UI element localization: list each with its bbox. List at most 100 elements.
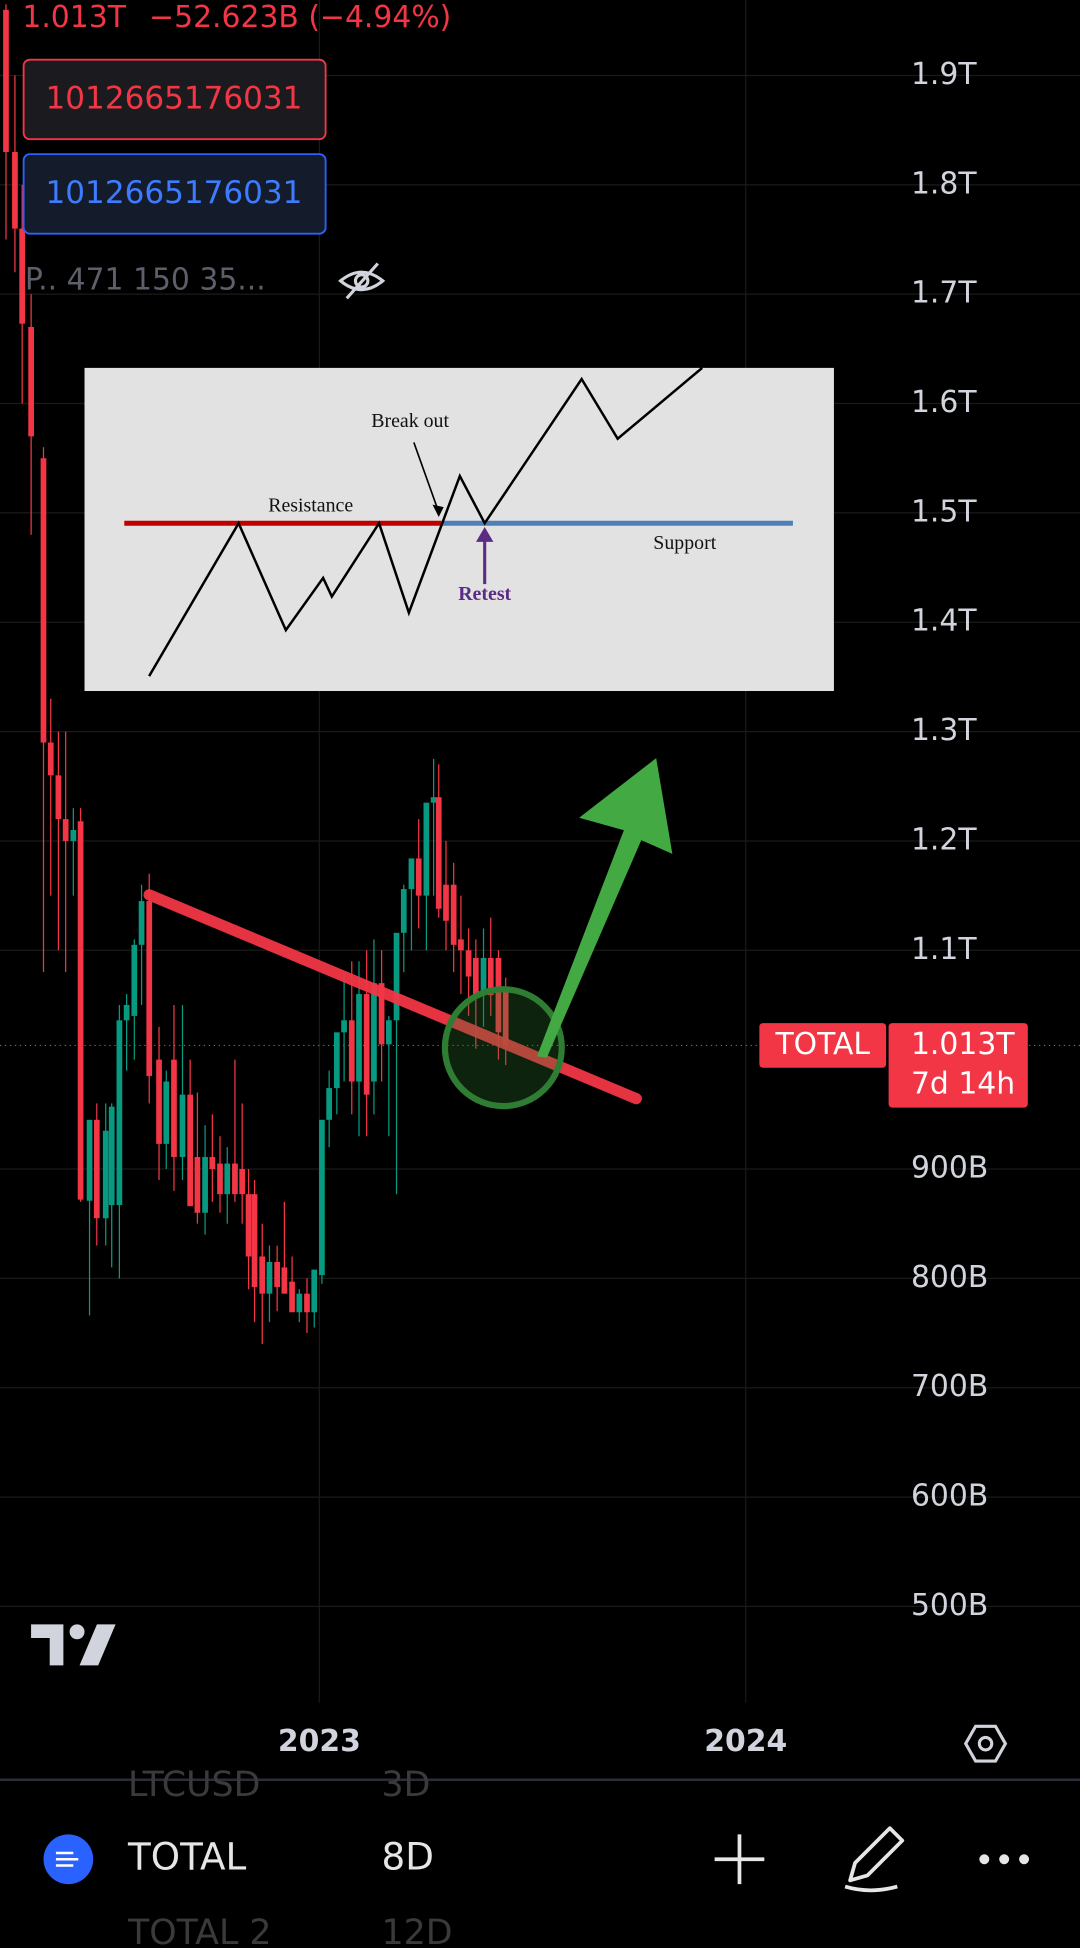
candle-body bbox=[311, 1269, 318, 1313]
candle-body bbox=[55, 775, 62, 820]
candle-body bbox=[40, 458, 47, 743]
candle-body bbox=[385, 1020, 392, 1045]
inset-background bbox=[84, 367, 834, 692]
price-badge-label: 1.013T bbox=[911, 1027, 1015, 1062]
candle-body bbox=[341, 1020, 347, 1033]
breakout-arrow bbox=[413, 442, 440, 513]
candle-body bbox=[289, 1281, 295, 1313]
symbol-badge bbox=[759, 1023, 887, 1068]
candle-body bbox=[93, 1119, 100, 1219]
more-button[interactable] bbox=[979, 1854, 1030, 1865]
candle-body bbox=[245, 1194, 252, 1257]
candle-body bbox=[487, 957, 494, 996]
settings-hexagon[interactable] bbox=[963, 1724, 1008, 1763]
candle-body bbox=[251, 1194, 258, 1288]
next-symbol[interactable]: TOTAL 2 bbox=[127, 1913, 272, 1948]
candle-body bbox=[202, 1156, 208, 1213]
prev-symbol[interactable]: LTCUSD bbox=[128, 1765, 260, 1805]
settings-center[interactable] bbox=[977, 1735, 994, 1752]
candle-body bbox=[430, 797, 437, 803]
candle-body bbox=[12, 152, 18, 229]
pen-stroke[interactable] bbox=[844, 1884, 898, 1893]
add-button[interactable] bbox=[714, 1834, 765, 1885]
candle-body bbox=[356, 994, 362, 1082]
candle-body bbox=[116, 1020, 123, 1206]
candle-body bbox=[156, 1059, 162, 1144]
candle-body bbox=[423, 802, 430, 896]
y-tick-label: 1.2T bbox=[911, 822, 977, 857]
candle-body bbox=[333, 1032, 340, 1089]
buy-price[interactable]: 1012665176031 bbox=[46, 175, 303, 211]
header-change: −52.623B (−4.94%) bbox=[149, 0, 451, 35]
candle-body bbox=[495, 957, 502, 1033]
candle-body bbox=[19, 228, 26, 324]
more-dot[interactable] bbox=[999, 1854, 1010, 1865]
buy-button[interactable] bbox=[22, 153, 327, 235]
more-dot[interactable] bbox=[1019, 1854, 1030, 1865]
symbol-badge-label: TOTAL bbox=[774, 1027, 870, 1062]
header-price: 1.013T bbox=[22, 0, 126, 35]
y-tick-label: 1.4T bbox=[911, 604, 977, 639]
candle-body bbox=[239, 1169, 246, 1195]
candle-body bbox=[296, 1293, 303, 1313]
y-tick-label: 700B bbox=[911, 1369, 988, 1404]
interval[interactable]: 8D bbox=[382, 1835, 434, 1879]
next-interval[interactable]: 12D bbox=[382, 1913, 453, 1948]
candle-body bbox=[443, 884, 449, 921]
retest-label: Retest bbox=[458, 583, 511, 605]
sell-price[interactable]: 1012665176031 bbox=[46, 80, 303, 116]
candle-body bbox=[47, 742, 54, 776]
candle-body bbox=[209, 1156, 216, 1170]
hide-icon[interactable] bbox=[338, 262, 386, 300]
candle-body bbox=[171, 1059, 177, 1157]
countdown-label: 7d 14h bbox=[911, 1067, 1015, 1102]
candle-body bbox=[274, 1261, 281, 1288]
y-tick-label: 500B bbox=[911, 1588, 988, 1623]
draw-button[interactable] bbox=[844, 1826, 905, 1893]
up-arrow bbox=[536, 758, 673, 1058]
x-tick-label: 2024 bbox=[704, 1724, 787, 1759]
y-tick-label: 900B bbox=[911, 1151, 988, 1186]
candle-body bbox=[179, 1094, 186, 1157]
logo-v bbox=[79, 1624, 116, 1666]
candles bbox=[0, 4, 1080, 1344]
candle-body bbox=[28, 326, 34, 437]
candle-body bbox=[224, 1163, 231, 1195]
sell-button[interactable] bbox=[22, 58, 327, 141]
indicator-values: P.. 471 150 35... bbox=[25, 262, 266, 297]
tradingview-logo bbox=[31, 1624, 116, 1666]
more-dot[interactable] bbox=[979, 1854, 990, 1865]
grid bbox=[0, 0, 1080, 1703]
candle-body bbox=[102, 1130, 109, 1219]
support-label: Support bbox=[653, 532, 716, 554]
symbol[interactable]: TOTAL bbox=[127, 1835, 246, 1879]
candle-body bbox=[62, 819, 69, 841]
y-tick-label: 1.7T bbox=[911, 276, 977, 311]
candle-body bbox=[217, 1163, 223, 1195]
candle-body bbox=[187, 1094, 194, 1207]
prev-interval[interactable]: 3D bbox=[382, 1765, 431, 1805]
candle-body bbox=[393, 932, 400, 1021]
eye-pupil[interactable] bbox=[353, 273, 370, 289]
y-tick-label: 1.6T bbox=[911, 385, 977, 420]
breakout-label: Break out bbox=[371, 410, 449, 432]
candle-body bbox=[259, 1256, 266, 1294]
resistance-label: Resistance bbox=[268, 495, 353, 517]
eye-outline[interactable] bbox=[338, 270, 386, 292]
pen-icon[interactable] bbox=[848, 1826, 905, 1883]
price-path bbox=[148, 366, 703, 677]
candle-body bbox=[232, 1163, 238, 1195]
logo-t bbox=[31, 1624, 64, 1666]
candle-body bbox=[123, 1004, 130, 1021]
symbol-icon-lines[interactable] bbox=[55, 1851, 79, 1867]
price-badge bbox=[888, 1023, 1028, 1108]
settings-button[interactable] bbox=[963, 1724, 1008, 1763]
candle-body bbox=[77, 821, 84, 1200]
y-tick-label: 600B bbox=[911, 1479, 988, 1514]
eye-slash[interactable] bbox=[345, 262, 379, 300]
candle-body bbox=[131, 944, 138, 1016]
candle-body bbox=[502, 988, 509, 1046]
